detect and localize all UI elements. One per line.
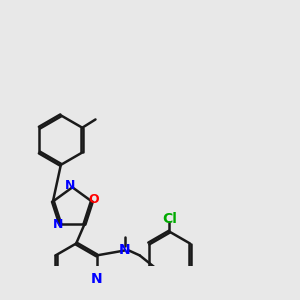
Text: Cl: Cl bbox=[162, 212, 177, 226]
Text: O: O bbox=[88, 193, 99, 206]
Text: N: N bbox=[119, 243, 130, 257]
Text: N: N bbox=[65, 179, 76, 192]
Text: N: N bbox=[91, 272, 103, 286]
Text: N: N bbox=[53, 218, 64, 231]
